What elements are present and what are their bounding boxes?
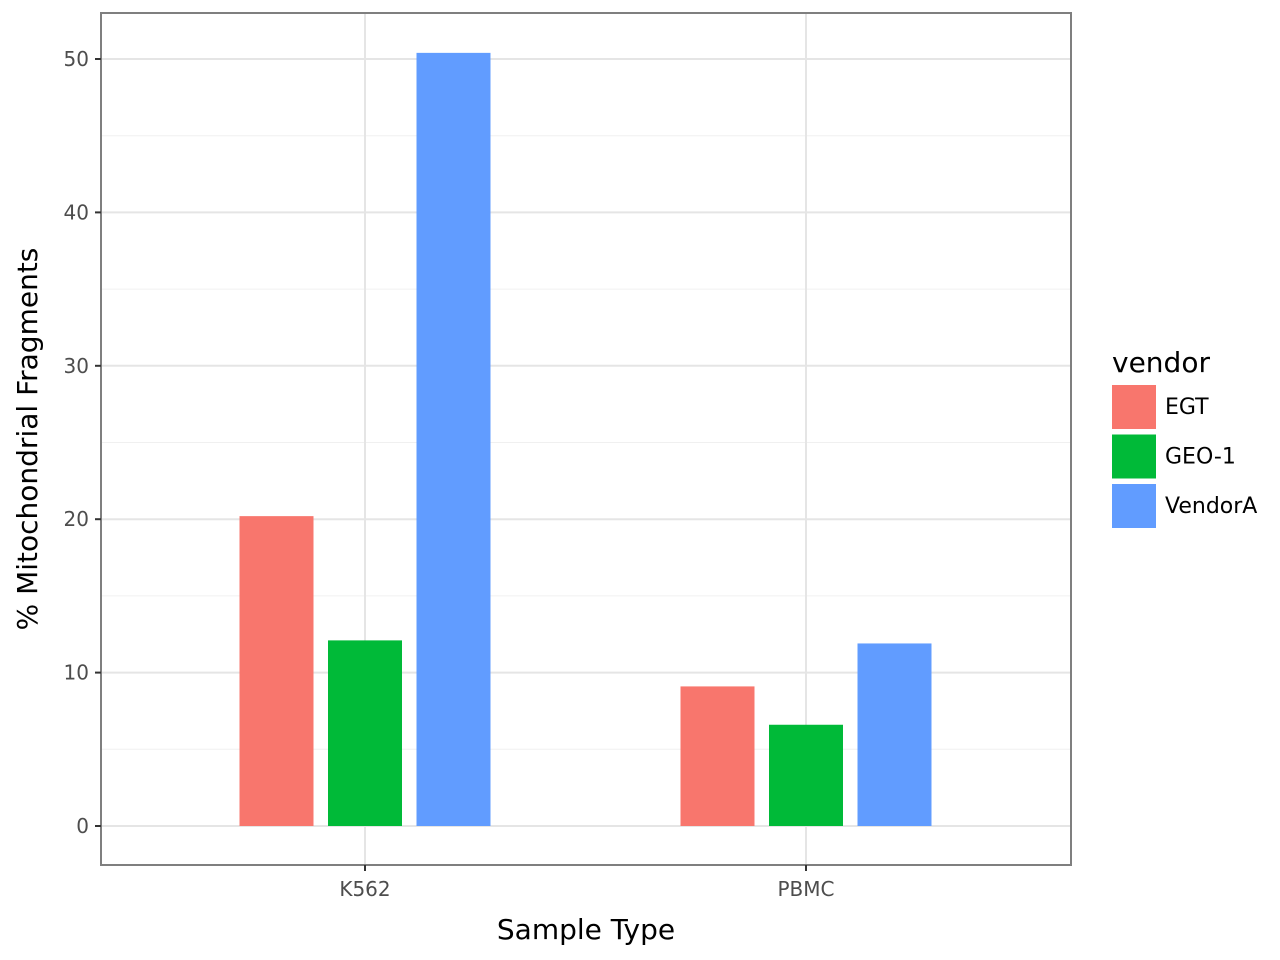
y-tick-label: 50	[64, 47, 89, 71]
legend-title: vendor	[1112, 346, 1210, 379]
legend-key-vendora	[1112, 484, 1156, 528]
legend-key-geo-1	[1112, 434, 1156, 479]
y-axis-title: % Mitochondrial Fragments	[11, 248, 44, 631]
x-axis: K562 PBMC	[339, 865, 835, 901]
x-tick-label: PBMC	[777, 877, 834, 901]
y-tick-label: 0	[76, 814, 89, 838]
y-tick-label: 40	[64, 200, 89, 224]
bars	[239, 52, 932, 826]
legend-key-egt	[1112, 385, 1156, 429]
bar-k562-geo-1	[328, 640, 402, 826]
panel-border	[100, 12, 1072, 866]
x-axis-title: Sample Type	[497, 913, 675, 946]
y-tick-label: 10	[64, 661, 89, 685]
legend: vendor EGT GEO-1 VendorA	[1112, 346, 1257, 528]
bar-pbmc-egt	[680, 686, 755, 826]
x-tick-label: K562	[339, 877, 390, 901]
bar-k562-vendora	[416, 52, 491, 826]
bar-pbmc-vendora	[857, 643, 932, 826]
bar-pbmc-geo-1	[769, 724, 843, 826]
y-tick-label: 30	[64, 354, 89, 378]
legend-label: VendorA	[1165, 494, 1257, 519]
y-axis: 0 10 20 30 40 50	[64, 47, 101, 838]
legend-label: GEO-1	[1165, 445, 1236, 470]
legend-label: EGT	[1165, 395, 1209, 420]
bar-k562-egt	[239, 516, 314, 826]
y-tick-label: 20	[64, 507, 89, 531]
